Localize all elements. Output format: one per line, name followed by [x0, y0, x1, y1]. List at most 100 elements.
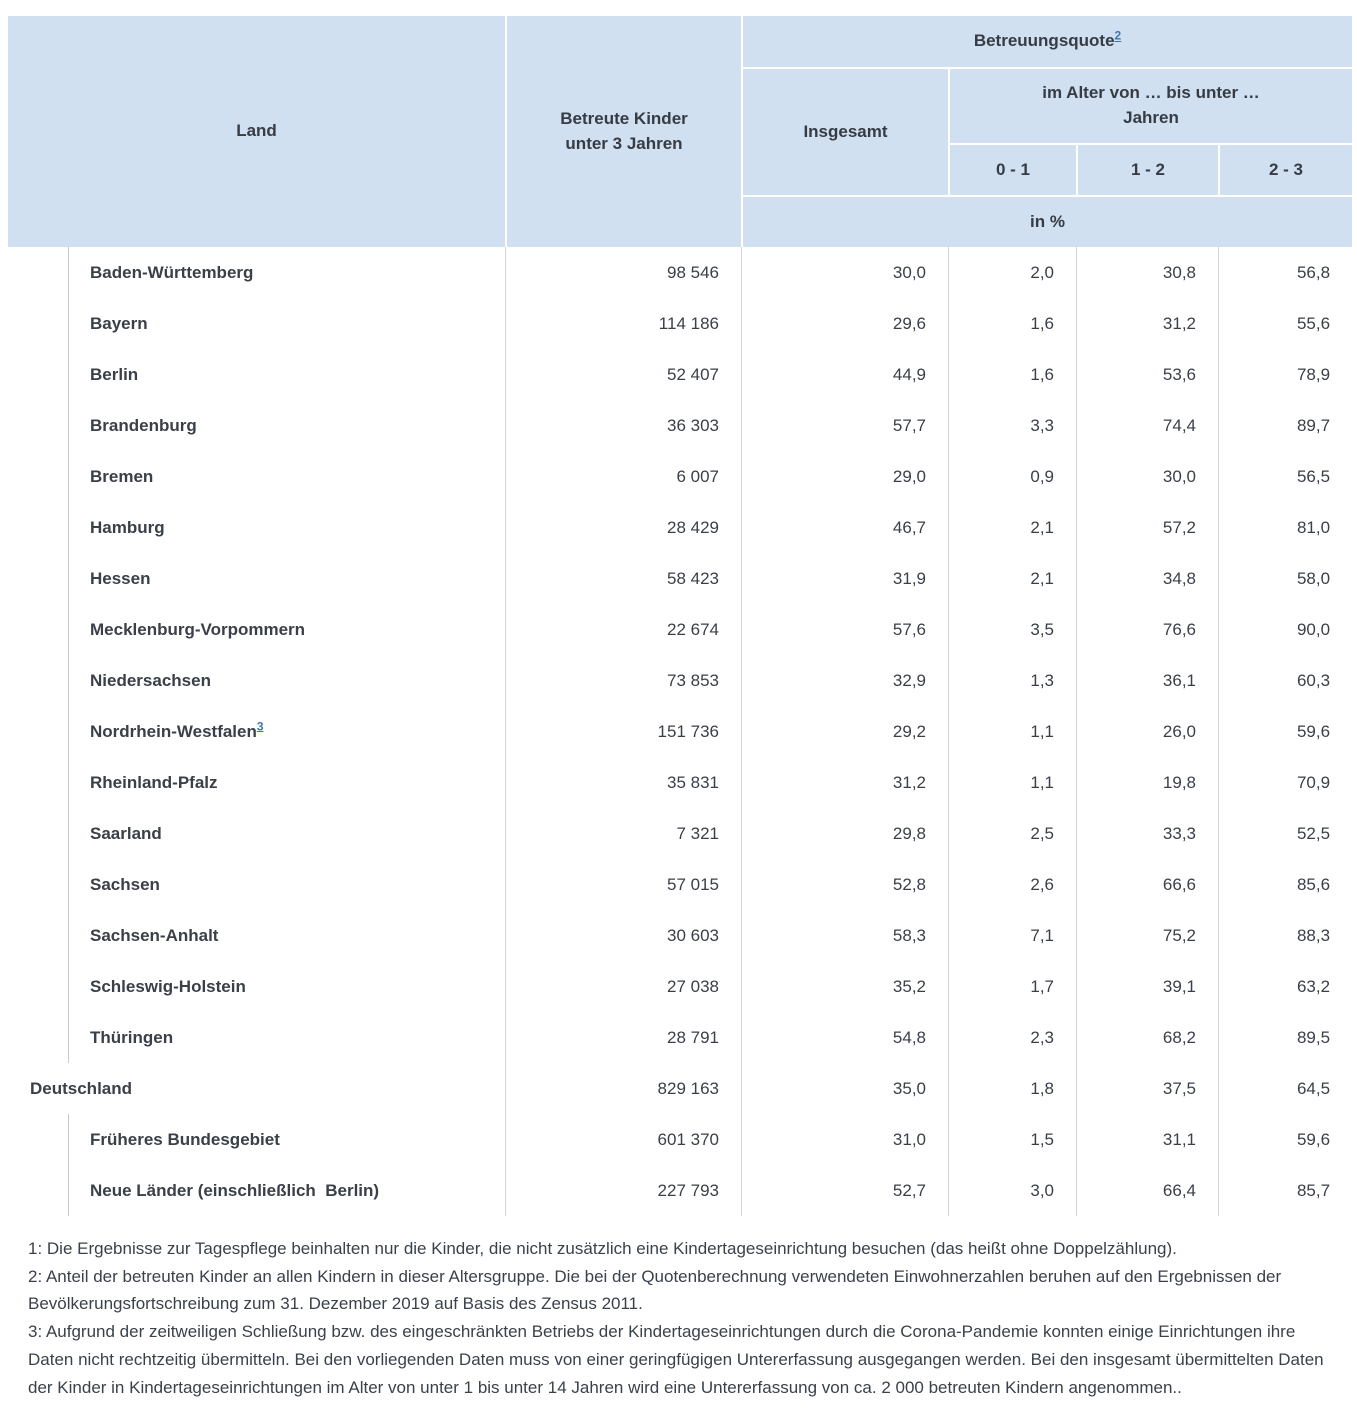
betreute-kinder-value: 27 038 — [505, 961, 741, 1012]
insgesamt-value: 35,0 — [741, 1063, 948, 1114]
insgesamt-value: 52,8 — [741, 859, 948, 910]
quote-0-1-value: 0,9 — [948, 451, 1076, 502]
insgesamt-value: 46,7 — [741, 502, 948, 553]
state-name-cell: Saarland — [8, 808, 505, 859]
insgesamt-value: 54,8 — [741, 1012, 948, 1063]
betreute-kinder-value: 601 370 — [505, 1114, 741, 1165]
betreuungsquote-table: Land Betreute Kinder unter 3 Jahren Betr… — [8, 16, 1353, 1216]
insgesamt-value: 31,2 — [741, 757, 948, 808]
age-2-3-label: 2 - 3 — [1269, 159, 1304, 179]
quote-2-3-value: 89,5 — [1218, 1012, 1353, 1063]
betreute-kinder-value: 151 736 — [505, 706, 741, 757]
quote-1-2-value: 19,8 — [1076, 757, 1218, 808]
column-header-betreute-kinder: Betreute Kinder unter 3 Jahren — [505, 16, 741, 247]
table-row: Hamburg 28 429 46,7 2,1 57,2 81,0 — [8, 502, 1353, 553]
age-group-label-line2: Jahren — [1123, 108, 1179, 127]
state-name: Hamburg — [90, 517, 165, 537]
footnote-3-link[interactable]: 3 — [256, 718, 264, 733]
table-row: Niedersachsen 73 853 32,9 1,3 36,1 60,3 — [8, 655, 1353, 706]
betreute-kinder-value: 58 423 — [505, 553, 741, 604]
table-row: Mecklenburg-Vorpommern 22 674 57,6 3,5 7… — [8, 604, 1353, 655]
state-name: Saarland — [90, 823, 162, 843]
quote-2-3-value: 78,9 — [1218, 349, 1353, 400]
betreute-kinder-value: 6 007 — [505, 451, 741, 502]
table-row: Nordrhein-Westfalen3 151 736 29,2 1,1 26… — [8, 706, 1353, 757]
quote-2-3-value: 81,0 — [1218, 502, 1353, 553]
quote-1-2-value: 53,6 — [1076, 349, 1218, 400]
quote-2-3-value: 56,8 — [1218, 247, 1353, 298]
state-name: Bayern — [90, 313, 148, 333]
quote-2-3-value: 58,0 — [1218, 553, 1353, 604]
age-0-1-label: 0 - 1 — [995, 159, 1031, 179]
quote-1-2-value: 76,6 — [1076, 604, 1218, 655]
table-row: Rheinland-Pfalz 35 831 31,2 1,1 19,8 70,… — [8, 757, 1353, 808]
state-name-cell: Schleswig-Holstein — [8, 961, 505, 1012]
betreute-kinder-value: 30 603 — [505, 910, 741, 961]
quote-0-1-value: 2,5 — [948, 808, 1076, 859]
quote-0-1-value: 1,6 — [948, 298, 1076, 349]
quote-2-3-value: 85,6 — [1218, 859, 1353, 910]
state-name-cell: Deutschland — [8, 1063, 505, 1114]
insgesamt-value: 44,9 — [741, 349, 948, 400]
state-name: Thüringen — [90, 1027, 174, 1047]
quote-2-3-value: 56,5 — [1218, 451, 1353, 502]
table-header: Land Betreute Kinder unter 3 Jahren Betr… — [8, 16, 1353, 247]
betreute-kinder-value: 36 303 — [505, 400, 741, 451]
quote-0-1-value: 3,0 — [948, 1165, 1076, 1216]
quote-2-3-value: 55,6 — [1218, 298, 1353, 349]
state-name: Sachsen — [90, 874, 160, 894]
insgesamt-value: 57,7 — [741, 400, 948, 451]
table-row: Neue Länder (einschließlich Berlin) 227 … — [8, 1165, 1353, 1216]
state-name-cell: Nordrhein-Westfalen3 — [8, 706, 505, 757]
table-row: Berlin 52 407 44,9 1,6 53,6 78,9 — [8, 349, 1353, 400]
insgesamt-value: 30,0 — [741, 247, 948, 298]
state-name-cell: Sachsen — [8, 859, 505, 910]
betreute-kinder-value: 52 407 — [505, 349, 741, 400]
state-name-cell: Hamburg — [8, 502, 505, 553]
quote-0-1-value: 2,6 — [948, 859, 1076, 910]
betreuungsquote-label: Betreuungsquote — [973, 31, 1115, 51]
table-row: Früheres Bundesgebiet 601 370 31,0 1,5 3… — [8, 1114, 1353, 1165]
state-name: Mecklenburg-Vorpommern — [90, 619, 306, 639]
state-name-cell: Neue Länder (einschließlich Berlin) — [8, 1165, 505, 1216]
quote-1-2-value: 57,2 — [1076, 502, 1218, 553]
quote-0-1-value: 1,6 — [948, 349, 1076, 400]
quote-1-2-value: 33,3 — [1076, 808, 1218, 859]
insgesamt-value: 57,6 — [741, 604, 948, 655]
betreute-kinder-value: 28 791 — [505, 1012, 741, 1063]
state-name-cell: Thüringen — [8, 1012, 505, 1063]
state-name-cell: Mecklenburg-Vorpommern — [8, 604, 505, 655]
insgesamt-value: 52,7 — [741, 1165, 948, 1216]
betreute-kinder-value: 98 546 — [505, 247, 741, 298]
quote-0-1-value: 7,1 — [948, 910, 1076, 961]
quote-2-3-value: 52,5 — [1218, 808, 1353, 859]
insgesamt-label: Insgesamt — [803, 121, 888, 141]
table-row: Baden-Württemberg 98 546 30,0 2,0 30,8 5… — [8, 247, 1353, 298]
quote-2-3-value: 89,7 — [1218, 400, 1353, 451]
quote-1-2-value: 66,4 — [1076, 1165, 1218, 1216]
footnote-1: 1: Die Ergebnisse zur Tagespflege beinha… — [28, 1239, 1177, 1258]
quote-2-3-value: 64,5 — [1218, 1063, 1353, 1114]
footnote-2-link[interactable]: 2 — [1114, 28, 1122, 43]
insgesamt-value: 31,9 — [741, 553, 948, 604]
quote-0-1-value: 2,3 — [948, 1012, 1076, 1063]
insgesamt-value: 29,0 — [741, 451, 948, 502]
unit-row: in % — [741, 195, 1353, 247]
quote-1-2-value: 68,2 — [1076, 1012, 1218, 1063]
quote-1-2-value: 39,1 — [1076, 961, 1218, 1012]
state-name-cell: Baden-Württemberg — [8, 247, 505, 298]
table-row: Bayern 114 186 29,6 1,6 31,2 55,6 — [8, 298, 1353, 349]
quote-0-1-value: 3,5 — [948, 604, 1076, 655]
state-name: Hessen — [90, 568, 151, 588]
quote-0-1-value: 1,1 — [948, 757, 1076, 808]
betreute-kinder-value: 7 321 — [505, 808, 741, 859]
betreute-kinder-value: 22 674 — [505, 604, 741, 655]
betreute-kinder-label-line1: Betreute Kinder — [560, 108, 688, 128]
age-group-label-line1: im Alter von … bis unter … — [1042, 83, 1260, 103]
quote-2-3-value: 88,3 — [1218, 910, 1353, 961]
footnotes: 1: Die Ergebnisse zur Tagespflege beinha… — [28, 1235, 1327, 1401]
quote-2-3-value: 59,6 — [1218, 706, 1353, 757]
state-name: Baden-Württemberg — [90, 262, 254, 282]
table-body: Baden-Württemberg 98 546 30,0 2,0 30,8 5… — [8, 247, 1353, 1216]
column-header-age-group: im Alter von … bis unter … Jahren — [948, 67, 1353, 143]
